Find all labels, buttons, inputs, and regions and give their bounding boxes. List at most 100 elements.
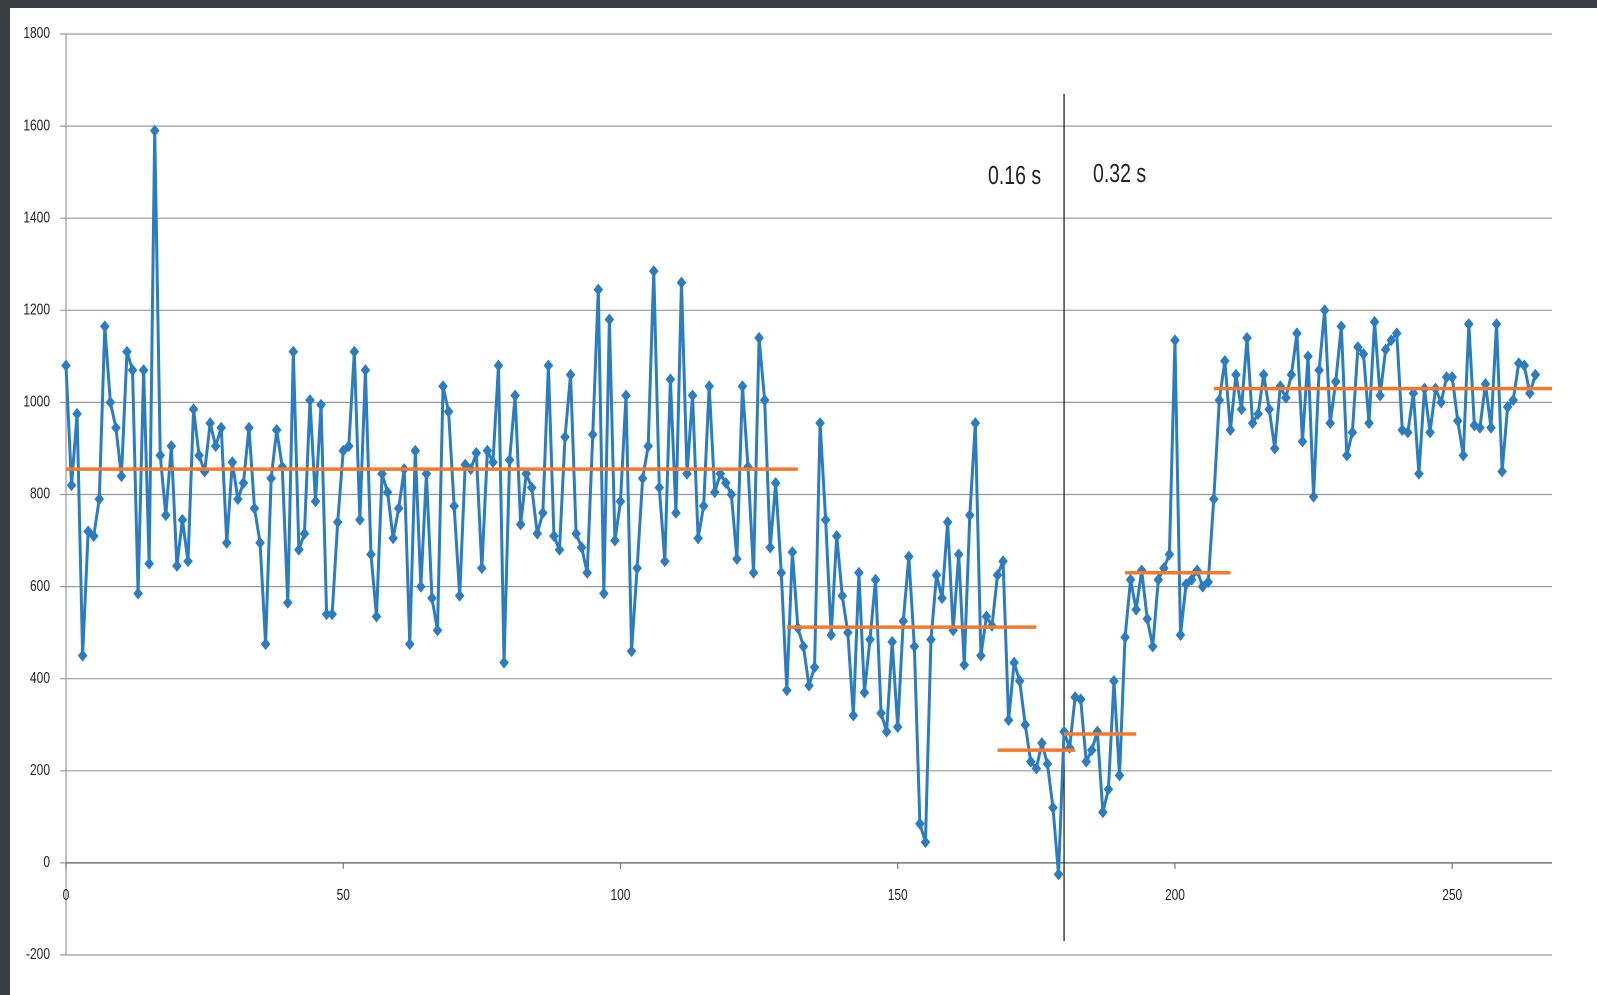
data-point <box>676 276 687 289</box>
data-point <box>698 500 709 513</box>
data-point <box>321 608 332 621</box>
data-point <box>438 380 448 393</box>
data-point <box>804 679 814 692</box>
data-point <box>665 373 676 386</box>
data-point <box>582 566 593 579</box>
data-point <box>1502 401 1513 414</box>
data-point <box>1114 769 1125 782</box>
data-point <box>172 559 182 572</box>
y-tick-label: -200 <box>26 945 50 963</box>
data-point <box>88 529 99 542</box>
y-tick-label: 200 <box>30 760 50 778</box>
data-point <box>1319 304 1330 317</box>
data-point <box>515 518 526 531</box>
data-point <box>748 566 759 579</box>
data-point <box>366 548 376 561</box>
data-point <box>1220 354 1230 367</box>
data-point <box>454 589 465 602</box>
data-point <box>94 493 105 506</box>
data-line <box>64 129 1537 876</box>
data-point <box>1153 573 1164 586</box>
data-point <box>765 541 775 554</box>
data-point <box>1458 449 1469 462</box>
data-point <box>937 592 947 605</box>
data-point <box>77 649 88 662</box>
data-point <box>294 543 304 556</box>
data-point <box>488 456 498 469</box>
data-point <box>532 527 543 540</box>
data-point <box>754 331 764 344</box>
data-point <box>632 562 642 575</box>
data-point <box>1231 368 1241 381</box>
data-point <box>1308 490 1319 503</box>
data-point <box>1425 426 1435 439</box>
data-point <box>1403 426 1413 439</box>
data-point <box>260 638 271 651</box>
data-point <box>199 465 210 478</box>
data-point <box>726 488 737 501</box>
data-point <box>671 506 681 519</box>
data-point <box>116 470 127 483</box>
data-point <box>499 656 509 669</box>
data-point <box>926 633 936 646</box>
data-point <box>493 359 504 372</box>
data-point <box>554 543 565 556</box>
y-tick-label: 1800 <box>23 24 50 42</box>
data-point <box>704 380 714 393</box>
data-point <box>343 440 354 453</box>
data-point <box>1236 403 1247 416</box>
data-point <box>1258 368 1269 381</box>
data-point <box>1208 493 1219 506</box>
data-point <box>1292 327 1302 340</box>
data-point <box>238 476 249 489</box>
data-point <box>1436 396 1446 409</box>
data-point <box>920 836 931 849</box>
data-point <box>316 398 326 411</box>
data-point <box>1269 442 1280 455</box>
data-point <box>1281 391 1291 404</box>
data-point <box>1042 757 1053 770</box>
data-point <box>432 624 443 637</box>
data-point <box>859 686 870 699</box>
data-point <box>449 500 459 513</box>
data-point <box>826 628 836 641</box>
data-point <box>1147 640 1158 653</box>
data-point <box>233 493 243 506</box>
data-point <box>820 513 831 526</box>
data-point <box>599 587 609 600</box>
data-point <box>648 265 659 278</box>
data-point <box>166 440 177 453</box>
data-point <box>388 532 398 545</box>
data-point <box>1247 417 1258 430</box>
data-point <box>737 380 748 393</box>
data-point <box>715 467 726 480</box>
data-point <box>210 440 221 453</box>
data-point <box>976 649 986 662</box>
y-tick-label: 0 <box>43 852 50 870</box>
data-point <box>831 529 842 542</box>
data-point <box>1103 783 1114 796</box>
data-point <box>127 364 138 377</box>
annotation: 0.16 s <box>988 160 1041 189</box>
data-point <box>1519 359 1530 372</box>
data-point <box>410 444 421 457</box>
data-point <box>105 396 116 409</box>
data-point <box>637 472 648 485</box>
data-point <box>1164 548 1175 561</box>
y-tick-label: 1000 <box>23 392 50 410</box>
data-point <box>892 721 903 734</box>
data-point <box>1131 603 1141 616</box>
data-point <box>693 532 703 545</box>
data-point <box>183 555 193 568</box>
data-point <box>1386 334 1397 347</box>
x-tick-label: 150 <box>888 885 908 903</box>
data-point <box>732 552 742 565</box>
data-point <box>743 460 753 473</box>
data-point <box>282 596 293 609</box>
data-point <box>138 364 149 377</box>
data-point <box>798 640 809 653</box>
x-tick-label: 250 <box>1442 885 1462 903</box>
annotation: 0.32 s <box>1093 158 1146 187</box>
data-point <box>870 573 881 586</box>
